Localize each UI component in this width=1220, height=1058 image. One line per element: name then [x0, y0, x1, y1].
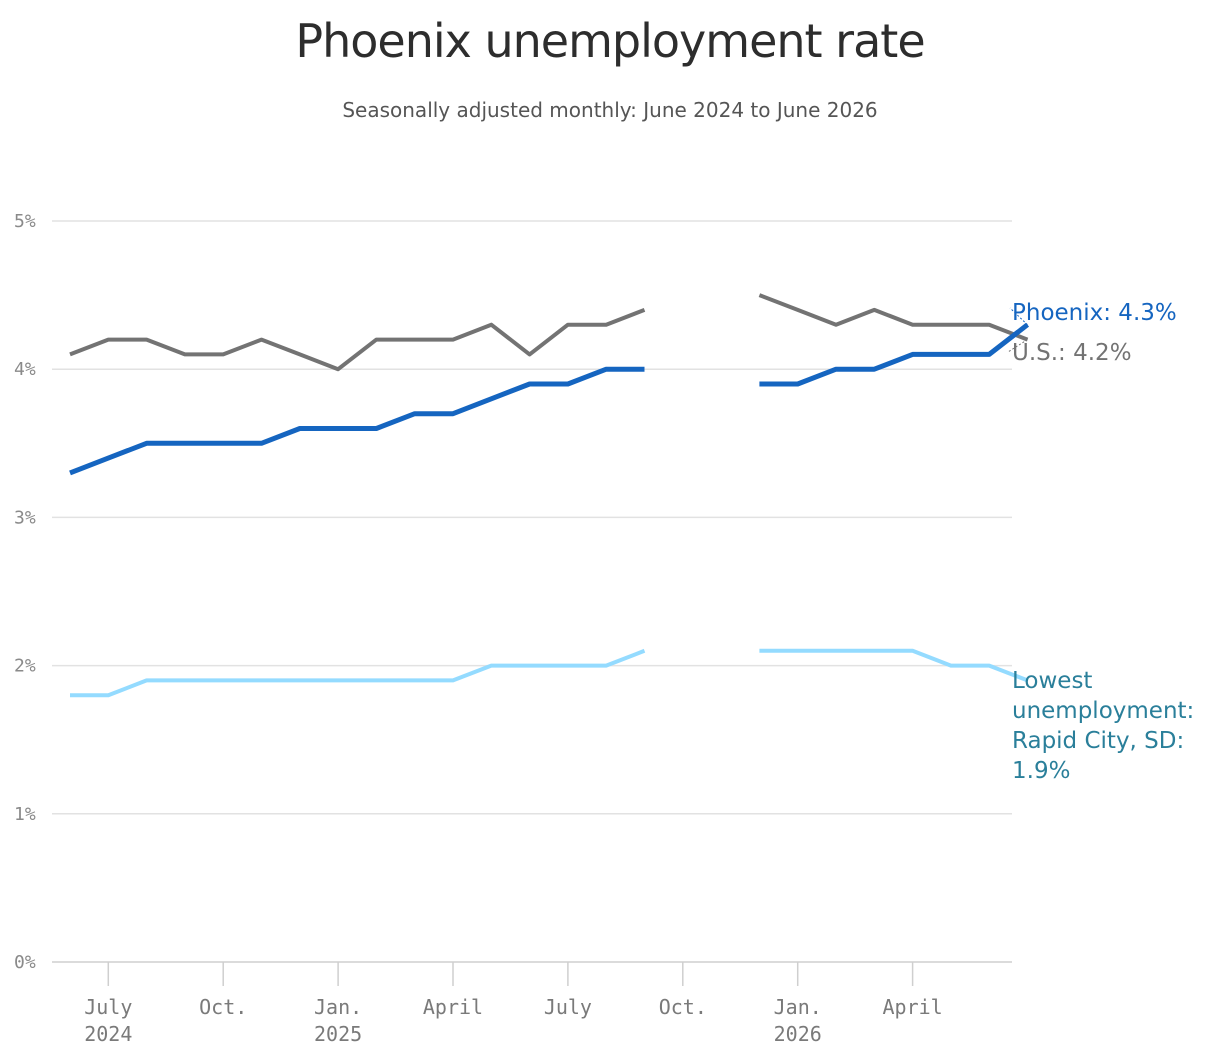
chart-subtitle: Seasonally adjusted monthly: June 2024 t… — [342, 98, 878, 122]
x-tick-label: Jan. — [774, 995, 822, 1019]
y-tick-label: 0% — [14, 952, 36, 973]
chart-title: Phoenix unemployment rate — [295, 14, 925, 68]
series-line-lowest — [70, 648, 646, 698]
x-tick-label: Jan. — [314, 995, 362, 1019]
x-tick-label: Oct. — [199, 995, 247, 1019]
x-tick-label: April — [423, 995, 483, 1019]
gridlines — [52, 220, 1012, 963]
y-tick-label: 3% — [14, 507, 36, 528]
y-tick-label: 4% — [14, 359, 36, 380]
series-line-phoenix — [69, 366, 645, 476]
x-axis-ticks: July 2024 Oct. Jan. 2025 April July Oct. Jan. 202… — [84, 962, 943, 1046]
x-tick-label: April — [882, 995, 942, 1019]
series-label-phoenix: Phoenix: 4.3% — [1012, 300, 1177, 326]
series-line-us — [69, 308, 646, 372]
x-tick-year: 2025 — [314, 1022, 362, 1046]
x-tick-label: July — [84, 995, 132, 1019]
y-tick-label: 2% — [14, 656, 36, 677]
x-tick-year: 2024 — [84, 1022, 132, 1046]
series-label-us: U.S.: 4.2% — [1012, 340, 1132, 366]
y-axis-ticks: 0% 1% 2% 3% 4% 5% — [14, 211, 36, 973]
y-tick-label: 1% — [14, 804, 36, 825]
x-tick-year: 2026 — [774, 1022, 822, 1046]
series-line-lowest — [759, 648, 1029, 683]
series-line-us — [758, 293, 1029, 342]
x-tick-label: July — [544, 995, 592, 1019]
series-label-lowest: Lowest — [1012, 668, 1092, 694]
series-lines — [69, 293, 1030, 698]
series-line-phoenix — [759, 322, 1030, 387]
series-label-lowest: Rapid City, SD: — [1012, 728, 1184, 754]
label-leader-phoenix — [1009, 307, 1028, 326]
y-tick-label: 5% — [14, 211, 36, 232]
x-tick-label: Oct. — [659, 995, 707, 1019]
series-label-lowest: 1.9% — [1012, 758, 1070, 784]
series-label-lowest: unemployment: — [1012, 698, 1194, 724]
series-end-labels: U.S.: 4.2% Phoenix: 4.3% Lowest unemploymen… — [1007, 300, 1194, 784]
